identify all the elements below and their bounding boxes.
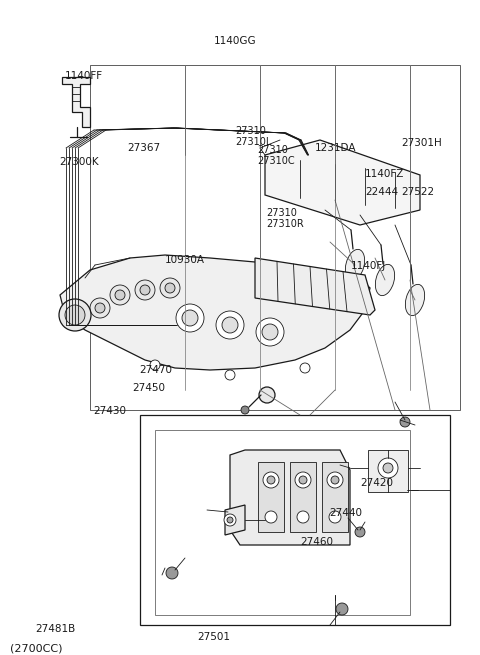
Circle shape <box>182 310 198 326</box>
Bar <box>322 462 348 532</box>
Text: 27310
27310L: 27310 27310L <box>235 126 272 147</box>
Circle shape <box>227 517 233 523</box>
Text: 10930A: 10930A <box>165 255 205 265</box>
Text: 27301H: 27301H <box>401 138 442 147</box>
Circle shape <box>262 324 278 340</box>
Text: 1140GG: 1140GG <box>214 36 256 46</box>
Bar <box>90 65 460 410</box>
Circle shape <box>295 472 311 488</box>
Polygon shape <box>62 77 90 127</box>
Text: 1140FJ: 1140FJ <box>350 261 385 271</box>
Circle shape <box>135 280 155 300</box>
Text: 27300K: 27300K <box>59 157 98 167</box>
Circle shape <box>329 511 341 523</box>
Ellipse shape <box>346 250 365 280</box>
Text: 22444: 22444 <box>365 187 398 196</box>
Text: 27367: 27367 <box>127 143 160 153</box>
Circle shape <box>336 603 348 615</box>
Ellipse shape <box>406 284 425 316</box>
Polygon shape <box>230 450 350 545</box>
Circle shape <box>224 514 236 526</box>
Circle shape <box>95 303 105 313</box>
Text: 27481B: 27481B <box>35 624 75 633</box>
Text: 27460: 27460 <box>300 537 333 547</box>
Text: 27470: 27470 <box>139 365 172 375</box>
Circle shape <box>165 283 175 293</box>
Circle shape <box>65 305 85 325</box>
Circle shape <box>150 360 160 370</box>
Text: 1140FZ: 1140FZ <box>365 169 404 179</box>
Circle shape <box>355 527 365 537</box>
Circle shape <box>176 304 204 332</box>
Bar <box>258 462 284 532</box>
Text: 27522: 27522 <box>401 187 434 196</box>
Polygon shape <box>225 505 245 535</box>
Circle shape <box>241 406 249 414</box>
Text: 27420: 27420 <box>360 478 393 488</box>
Text: 27310
27310C: 27310 27310C <box>257 145 294 166</box>
Text: 27310
27310R: 27310 27310R <box>266 208 304 229</box>
Bar <box>290 462 316 532</box>
Bar <box>140 415 450 625</box>
Bar <box>155 430 410 615</box>
Text: 27430: 27430 <box>94 406 127 416</box>
Circle shape <box>140 285 150 295</box>
Circle shape <box>265 511 277 523</box>
Polygon shape <box>60 255 370 370</box>
Circle shape <box>400 417 410 427</box>
Circle shape <box>378 458 398 478</box>
Bar <box>368 450 408 492</box>
Circle shape <box>267 476 275 484</box>
Circle shape <box>222 317 238 333</box>
Text: (2700CC): (2700CC) <box>10 643 62 653</box>
Text: 1140FF: 1140FF <box>65 71 103 81</box>
Circle shape <box>110 285 130 305</box>
Circle shape <box>331 476 339 484</box>
Circle shape <box>90 298 110 318</box>
Circle shape <box>383 463 393 473</box>
Circle shape <box>216 311 244 339</box>
Ellipse shape <box>375 265 395 295</box>
Circle shape <box>166 567 178 579</box>
Circle shape <box>256 318 284 346</box>
Circle shape <box>225 370 235 380</box>
Polygon shape <box>265 140 420 225</box>
Circle shape <box>299 476 307 484</box>
Text: 27501: 27501 <box>197 632 230 642</box>
Circle shape <box>300 363 310 373</box>
Circle shape <box>160 278 180 298</box>
Text: 27450: 27450 <box>132 383 165 393</box>
Text: 27440: 27440 <box>329 508 362 517</box>
Circle shape <box>297 511 309 523</box>
Circle shape <box>115 290 125 300</box>
Circle shape <box>59 299 91 331</box>
Circle shape <box>263 472 279 488</box>
Text: 1231DA: 1231DA <box>314 143 356 153</box>
Circle shape <box>327 472 343 488</box>
Circle shape <box>259 387 275 403</box>
Polygon shape <box>255 258 375 315</box>
